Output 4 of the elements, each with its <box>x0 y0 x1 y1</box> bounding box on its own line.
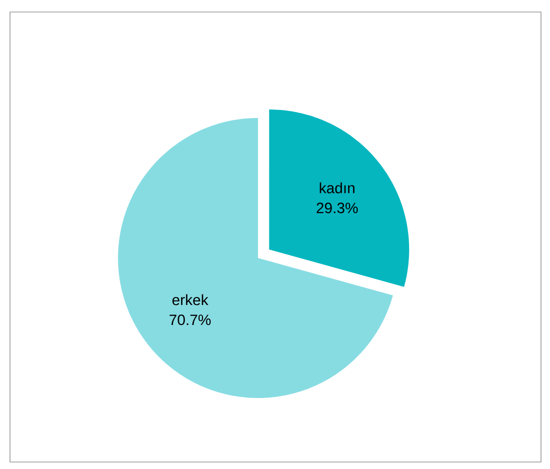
slice-label: erkek <box>172 294 208 306</box>
data-label: 70.7% <box>170 314 211 326</box>
data-label: 29.3% <box>316 202 358 214</box>
slice-label: kadın <box>320 182 354 194</box>
